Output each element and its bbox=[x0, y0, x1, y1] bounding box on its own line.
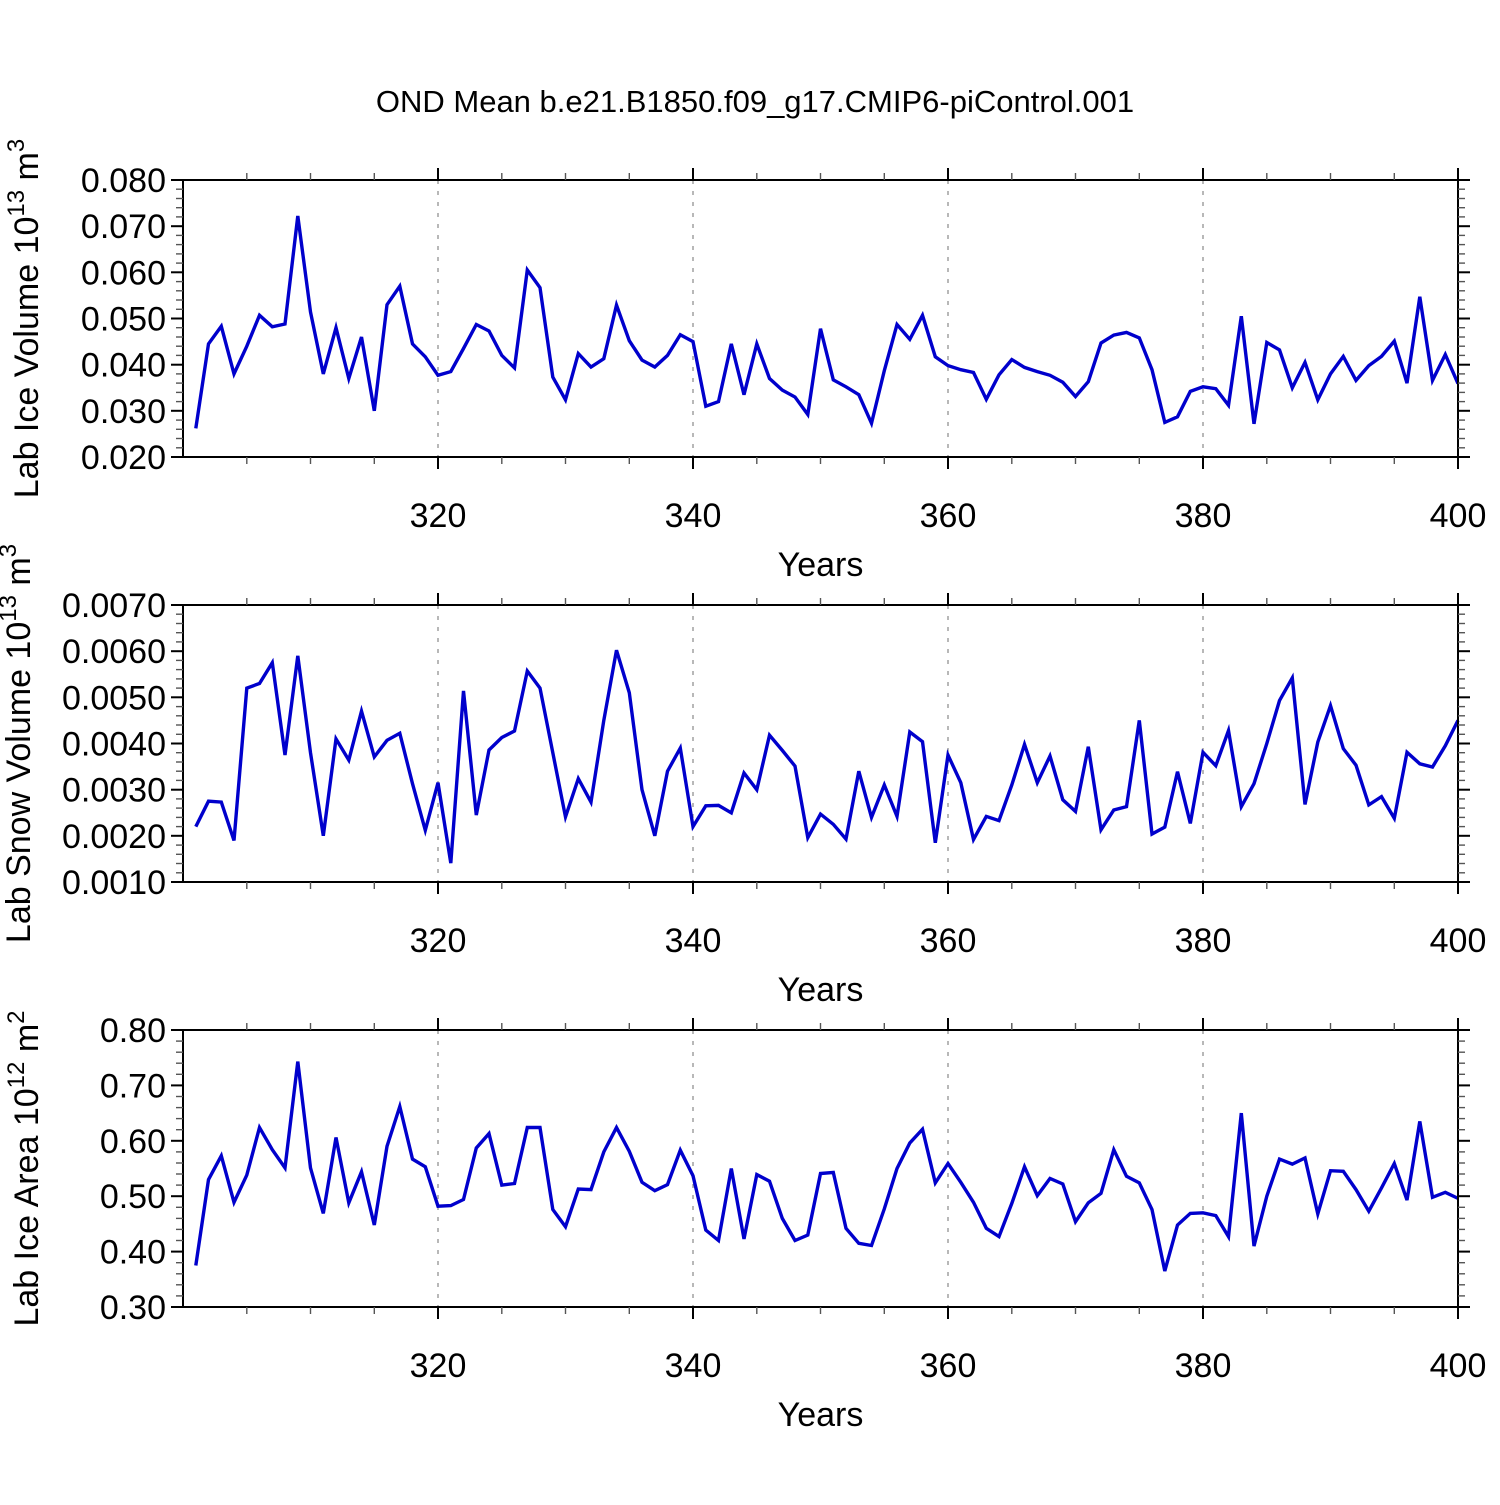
panel-snow-volume: 320 340 360 380 400 0.0010 0.0020 0.0030 0.0040 0… bbox=[0, 544, 1486, 1009]
y-tick-label: 0.040 bbox=[81, 347, 166, 385]
panel-ice-area: 320 340 360 380 400 0.30 0.40 0.50 0.60 0.70 0.80 Y… bbox=[3, 1010, 1486, 1434]
x-tick-label: 360 bbox=[920, 1347, 977, 1385]
x-tick-label: 380 bbox=[1175, 922, 1232, 960]
x-tick-label: 380 bbox=[1175, 497, 1232, 535]
y-tick-label: 0.030 bbox=[81, 393, 166, 431]
y-tick-label: 0.080 bbox=[81, 162, 166, 200]
y-tick-label: 0.060 bbox=[81, 254, 166, 292]
series-line-ice-volume bbox=[194, 215, 1460, 429]
y-tick-label: 0.0050 bbox=[62, 679, 166, 717]
x-tick-label: 320 bbox=[410, 1347, 467, 1385]
y-tick-label: 0.0010 bbox=[62, 864, 166, 902]
x-axis-title: Years bbox=[778, 546, 864, 584]
x-axis-title: Years bbox=[778, 971, 864, 1009]
x-tick-label: 320 bbox=[410, 922, 467, 960]
y-tick-label: 0.0040 bbox=[62, 726, 166, 764]
y-tick-label: 0.60 bbox=[100, 1123, 166, 1161]
x-tick-label: 340 bbox=[665, 497, 722, 535]
x-tick-label: 360 bbox=[920, 497, 977, 535]
y-tick-label: 0.020 bbox=[81, 439, 166, 477]
y-tick-label: 0.50 bbox=[100, 1178, 166, 1216]
x-tick-label: 400 bbox=[1430, 922, 1487, 960]
y-tick-label: 0.070 bbox=[81, 208, 166, 246]
panels-group: 320 340 360 380 400 0.020 0.030 0.040 0.050 0.060… bbox=[0, 139, 1486, 1434]
series-line-snow-volume bbox=[194, 649, 1460, 864]
axes-frame bbox=[182, 179, 1459, 458]
y-tick-label: 0.0030 bbox=[62, 772, 166, 810]
y-tick-label: 0.40 bbox=[100, 1234, 166, 1272]
x-tick-label: 320 bbox=[410, 497, 467, 535]
y-tick-label: 0.80 bbox=[100, 1012, 166, 1050]
y-tick-label: 0.30 bbox=[100, 1289, 166, 1327]
x-tick-label: 380 bbox=[1175, 1347, 1232, 1385]
y-tick-label: 0.0060 bbox=[62, 633, 166, 671]
panel-ice-volume: 320 340 360 380 400 0.020 0.030 0.040 0.050 0.060… bbox=[3, 139, 1486, 584]
x-tick-label: 340 bbox=[665, 1347, 722, 1385]
x-axis-title: Years bbox=[778, 1396, 864, 1434]
y-tick-label: 0.050 bbox=[81, 301, 166, 339]
y-tick-label: 0.0070 bbox=[62, 587, 166, 625]
axes-frame bbox=[182, 1029, 1459, 1308]
figure-title: OND Mean b.e21.B1850.f09_g17.CMIP6-piCon… bbox=[376, 84, 1134, 119]
series-line-ice-area bbox=[194, 1061, 1459, 1272]
x-tick-label: 400 bbox=[1430, 497, 1487, 535]
x-tick-label: 400 bbox=[1430, 1347, 1487, 1385]
y-axis-title: Lab Ice Area 1012 m2 bbox=[3, 1010, 46, 1326]
x-tick-label: 360 bbox=[920, 922, 977, 960]
y-axis-title: Lab Snow Volume 1013 m3 bbox=[0, 544, 38, 943]
x-tick-label: 340 bbox=[665, 922, 722, 960]
y-axis-title: Lab Ice Volume 1013 m3 bbox=[3, 139, 46, 499]
y-tick-label: 0.70 bbox=[100, 1067, 166, 1105]
y-tick-label: 0.0020 bbox=[62, 818, 166, 856]
